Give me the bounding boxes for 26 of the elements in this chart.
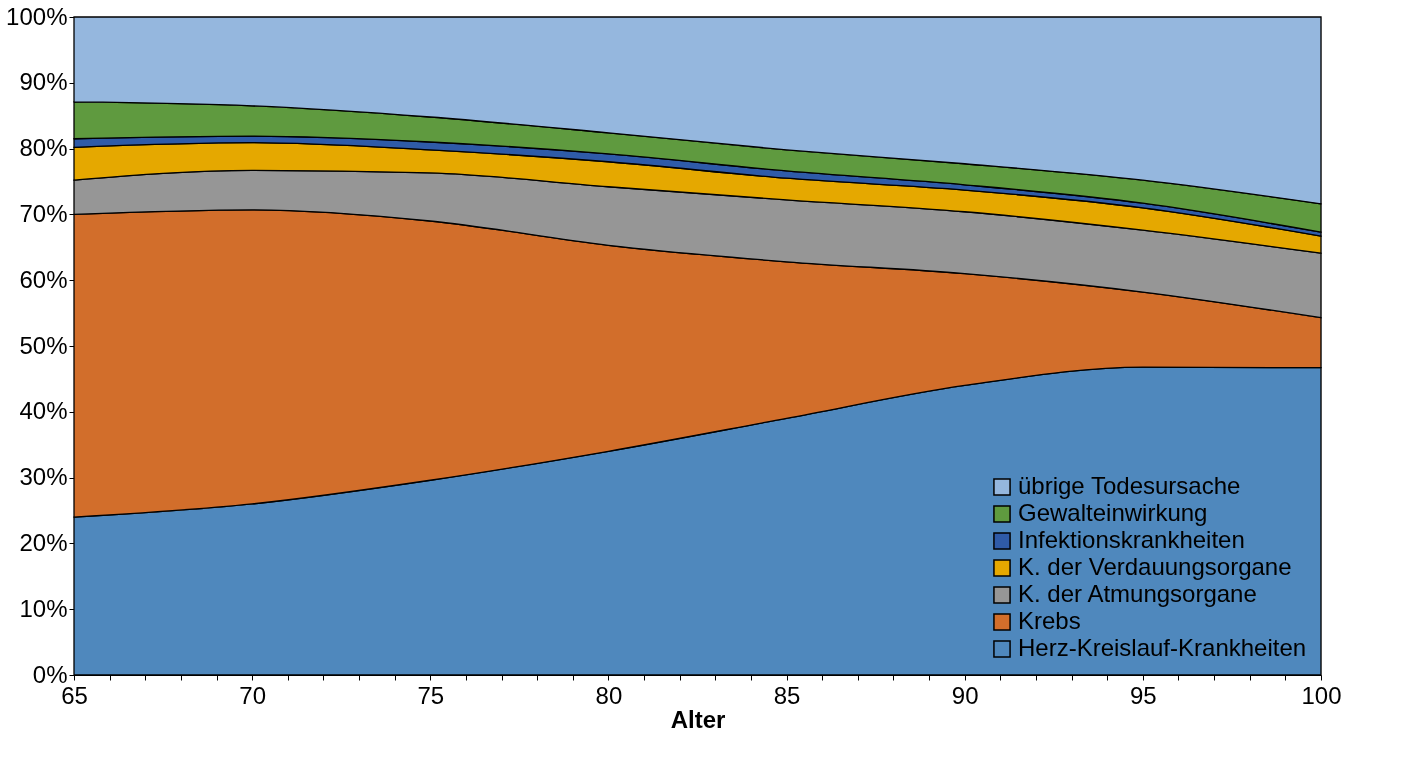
x-tick-label: 85 (773, 681, 801, 709)
legend-label: Herz-Kreislauf-Krankheiten (1018, 634, 1307, 661)
x-tick-label: 90 (951, 681, 979, 709)
legend-label: K. der Verdauungsorgane (1018, 553, 1292, 580)
legend-label: Gewalteinwirkung (1018, 499, 1208, 526)
y-tick-label: 70% (19, 199, 68, 227)
y-tick-label: 30% (19, 463, 68, 491)
y-tick-label: 0% (32, 660, 68, 688)
legend-label: Krebs (1018, 607, 1081, 634)
y-tick-label: 80% (19, 134, 68, 162)
x-tick-label: 95 (1130, 681, 1157, 709)
x-tick-label: 80 (595, 681, 623, 709)
y-tick-label: 100% (6, 2, 68, 30)
legend-label: K. der Atmungsorgane (1018, 580, 1257, 607)
legend-label: Infektionskrankheiten (1018, 526, 1245, 553)
x-axis-title: Alter (670, 705, 726, 733)
y-tick-label: 10% (19, 594, 68, 622)
y-tick-label: 90% (19, 68, 68, 96)
y-tick-label: 40% (19, 397, 68, 425)
x-tick-label: 100 (1301, 681, 1342, 709)
y-tick-label: 50% (19, 331, 68, 359)
x-tick-label: 70 (239, 681, 266, 709)
y-tick-label: 20% (19, 528, 68, 556)
y-tick-label: 60% (19, 265, 68, 293)
x-tick-label: 75 (417, 681, 445, 709)
legend-label: übrige Todesursache (1018, 472, 1241, 499)
